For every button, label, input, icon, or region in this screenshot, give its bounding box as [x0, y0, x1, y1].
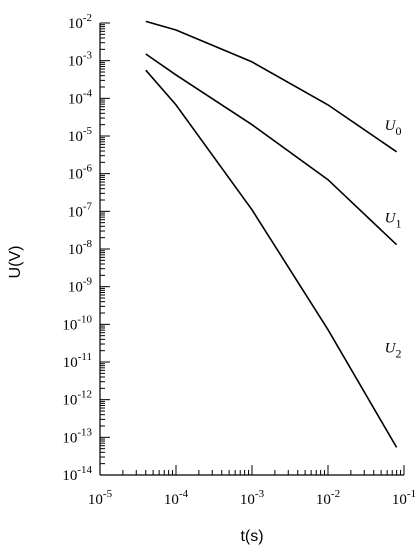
tick-base: 10 [68, 204, 83, 220]
series-name: U [385, 340, 397, 356]
line-series [145, 69, 398, 448]
tick-base: 10 [316, 492, 331, 508]
tick-exponent: -1 [407, 488, 416, 500]
tick-exponent: -4 [83, 87, 93, 99]
y-tick-label: 10-2 [68, 12, 92, 32]
x-tick-label: 10-3 [240, 488, 265, 508]
tick-exponent: -2 [83, 12, 92, 24]
y-tick-label: 10-6 [68, 163, 93, 183]
y-tick-label: 10-9 [68, 276, 93, 296]
tick-exponent: -14 [77, 464, 92, 476]
tick-base: 10 [62, 468, 77, 484]
tick-exponent: -9 [83, 276, 93, 288]
tick-base: 10 [68, 280, 83, 296]
series-subscript: 0 [395, 124, 401, 138]
y-axis-label: U(V) [7, 246, 24, 279]
tick-exponent: -4 [179, 488, 189, 500]
tick-base: 10 [68, 91, 83, 107]
tick-exponent: -6 [83, 163, 93, 175]
series-label: U2 [385, 340, 402, 360]
tick-base: 10 [62, 317, 77, 333]
x-tick-label: 10-5 [88, 488, 113, 508]
tick-exponent: -3 [255, 488, 265, 500]
x-tick-label: 10-1 [392, 488, 416, 508]
tick-base: 10 [62, 430, 77, 446]
tick-exponent: -5 [83, 125, 93, 137]
tick-exponent: -3 [83, 50, 93, 62]
y-tick-label: 10-13 [62, 426, 92, 446]
tick-exponent: -8 [83, 238, 93, 250]
tick-base: 10 [164, 492, 179, 508]
tick-base: 10 [68, 16, 83, 32]
y-tick-label: 10-7 [68, 200, 93, 220]
series-name: U [385, 211, 397, 227]
tick-exponent: -10 [77, 313, 92, 325]
y-tick-label: 10-4 [68, 87, 93, 107]
y-tick-label: 10-12 [62, 389, 92, 409]
y-tick-label: 10-10 [62, 313, 92, 333]
tick-exponent: -11 [78, 351, 92, 363]
x-tick-label: 10-2 [316, 488, 340, 508]
series-subscript: 2 [395, 346, 401, 360]
tick-exponent: -7 [83, 200, 93, 212]
y-tick-label: 10-14 [62, 464, 92, 484]
tick-base: 10 [68, 242, 83, 258]
tick-exponent: -13 [77, 426, 92, 438]
tick-base: 10 [240, 492, 255, 508]
y-tick-label: 10-8 [68, 238, 93, 258]
tick-base: 10 [392, 492, 407, 508]
series-label: U1 [385, 211, 402, 231]
tick-base: 10 [68, 129, 83, 145]
y-tick-label: 10-11 [63, 351, 92, 371]
tick-exponent: -2 [331, 488, 340, 500]
y-tick-label: 10-3 [68, 50, 93, 70]
x-tick-label: 10-4 [164, 488, 189, 508]
x-axis-label: t(s) [240, 528, 263, 545]
tick-base: 10 [68, 54, 83, 70]
tick-base: 10 [68, 167, 83, 183]
tick-base: 10 [63, 355, 78, 371]
series-name: U [385, 118, 397, 134]
line-series [145, 53, 398, 246]
tick-base: 10 [88, 492, 103, 508]
tick-exponent: -5 [103, 488, 113, 500]
line-series [145, 20, 398, 153]
tick-base: 10 [62, 393, 77, 409]
tick-exponent: -12 [77, 389, 92, 401]
series-subscript: 1 [395, 217, 401, 231]
y-tick-label: 10-5 [68, 125, 93, 145]
series-label: U0 [385, 118, 402, 138]
